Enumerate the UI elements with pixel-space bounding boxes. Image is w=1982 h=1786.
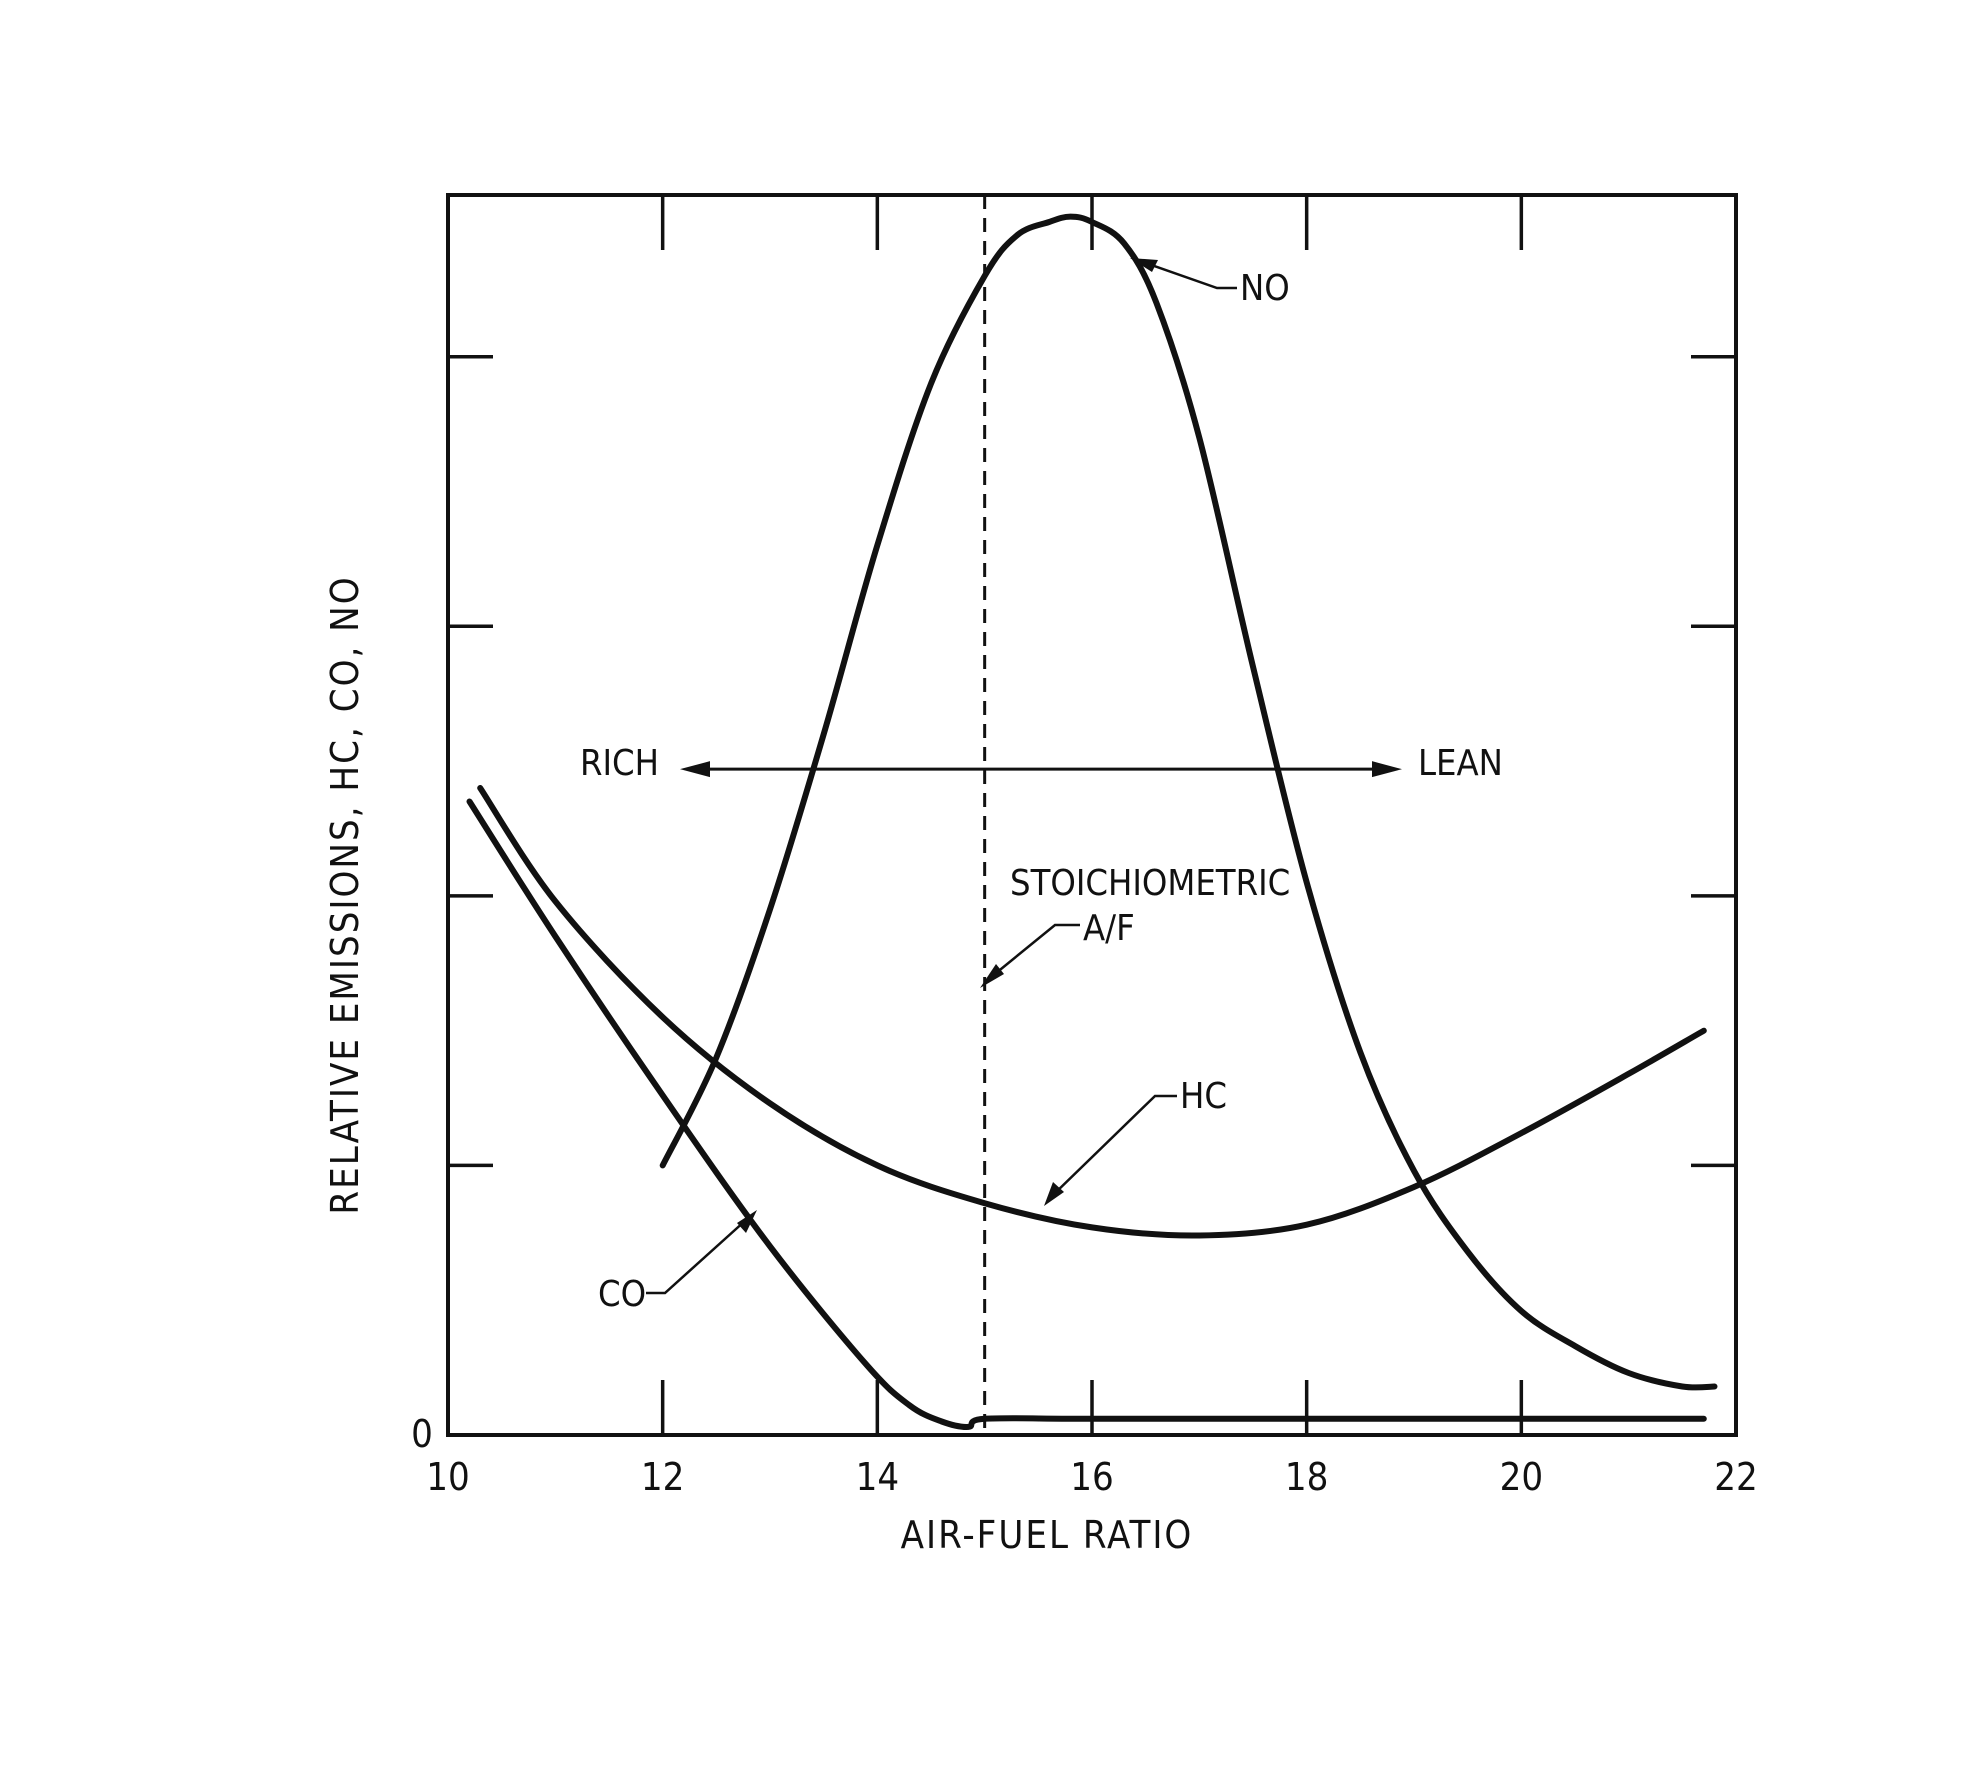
x-tick-label-18: 18: [1285, 1455, 1329, 1499]
x-tick-label-10: 10: [426, 1455, 470, 1499]
stoichiometric-label: STOICHIOMETRIC: [1010, 863, 1290, 904]
no-leader: [1142, 260, 1237, 290]
y-axis-title: RELATIVE EMISSIONS, HC, CO, NO: [323, 575, 367, 1214]
stoich-leader-arrowhead: [980, 964, 1004, 988]
co-leader-arrowhead: [737, 1210, 757, 1233]
series-co-line: [466, 798, 1707, 1430]
axis-ticks: [448, 195, 1736, 1435]
hc-leader: [1051, 1094, 1177, 1197]
stoich-leader: [989, 923, 1080, 979]
co-leader: [646, 1219, 747, 1295]
no-leader-arrowhead: [1130, 258, 1158, 272]
x-tick-label-14: 14: [856, 1455, 900, 1499]
lean-arrowhead: [1372, 761, 1402, 778]
x-tick-label-22: 22: [1714, 1455, 1758, 1499]
af-label: A/F: [1083, 908, 1135, 949]
rich-arrowhead: [680, 761, 710, 778]
x-tick-label-12: 12: [641, 1455, 685, 1499]
hc-leader-arrowhead: [1044, 1182, 1064, 1206]
hc-label: HC: [1180, 1076, 1227, 1117]
co-label: CO: [598, 1274, 646, 1315]
x-tick-label-16: 16: [1070, 1455, 1114, 1499]
plot-frame: [446, 193, 1738, 1437]
series-group: [466, 213, 1718, 1430]
rich-label: RICH: [580, 743, 659, 784]
no-label: NO: [1240, 268, 1290, 309]
x-tick-labels: 10 12 14 16 18 20 22: [426, 1455, 1758, 1499]
x-tick-label-20: 20: [1500, 1455, 1544, 1499]
lean-label: LEAN: [1418, 743, 1503, 784]
y-tick-label-0: 0: [411, 1412, 433, 1456]
x-axis-title: AIR-FUEL RATIO: [901, 1513, 1194, 1557]
series-no-line: [659, 213, 1718, 1391]
series-hc-line: [477, 785, 1707, 1239]
